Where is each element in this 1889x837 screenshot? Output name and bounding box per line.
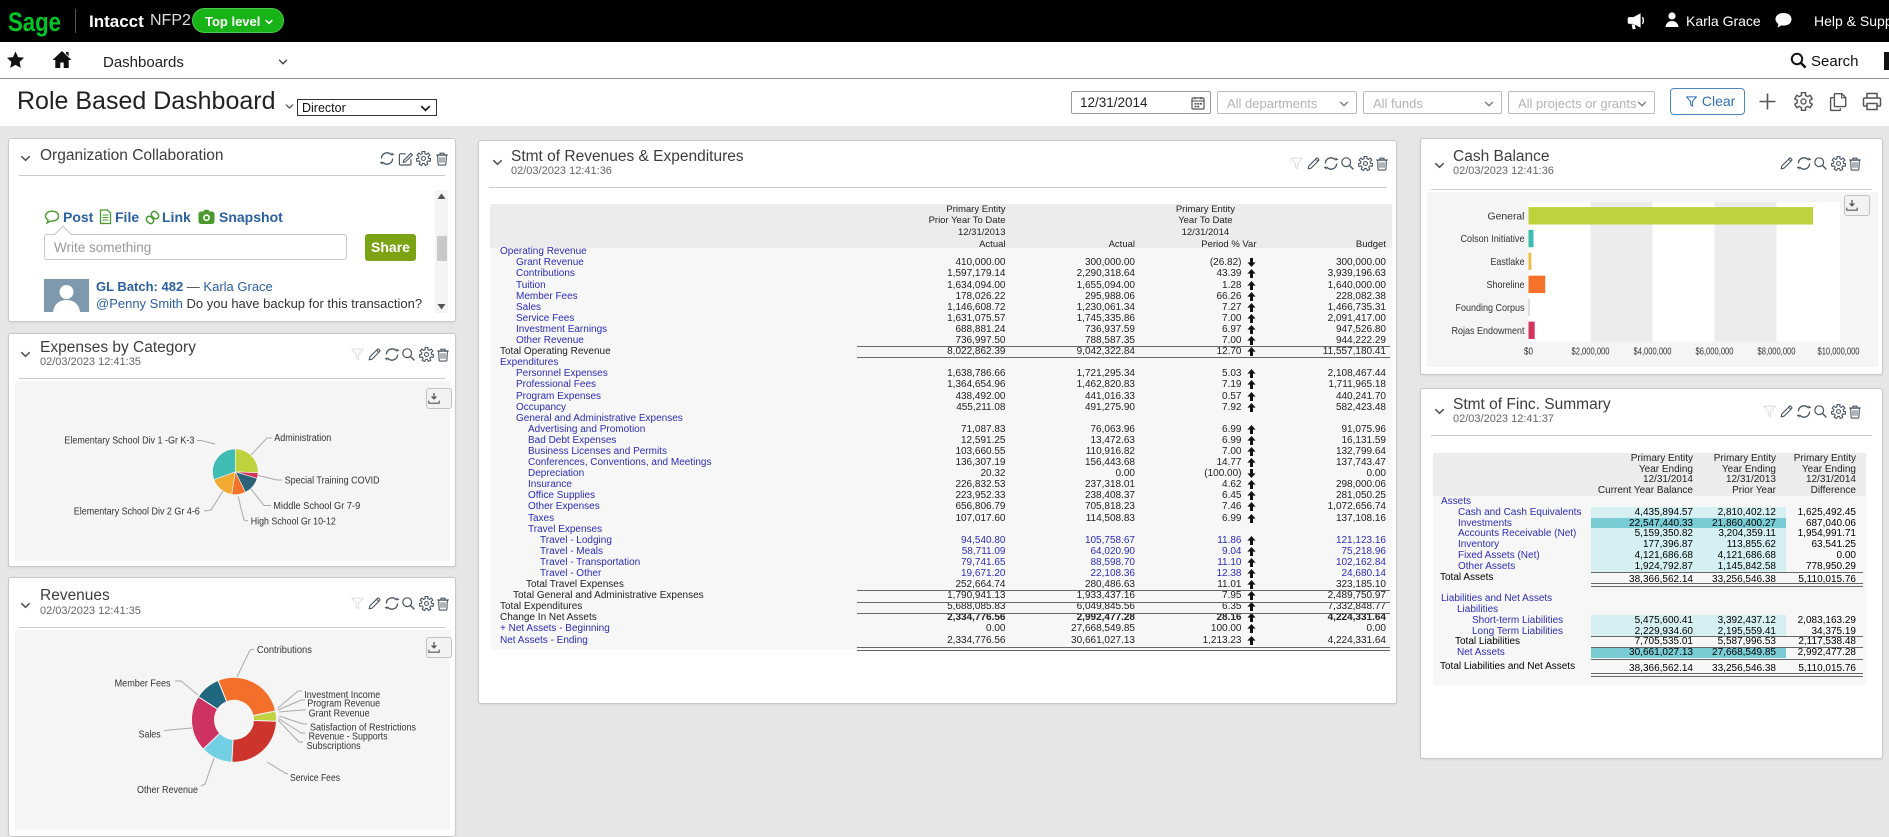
svg-text:Special Training COVID: Special Training COVID: [285, 475, 380, 487]
svg-text:Elementary School Div 2 Gr 4-6: Elementary School Div 2 Gr 4-6: [74, 506, 200, 518]
svg-text:Eastlake: Eastlake: [1491, 256, 1525, 268]
svg-text:Middle School Gr 7-9: Middle School Gr 7-9: [273, 500, 360, 512]
svg-text:Subscriptions: Subscriptions: [307, 740, 361, 752]
svg-text:Member Fees: Member Fees: [115, 678, 171, 690]
svg-text:Contributions: Contributions: [257, 644, 312, 656]
svg-text:Elementary School Div 1 -Gr K-: Elementary School Div 1 -Gr K-3: [64, 435, 194, 447]
svg-text:Other Revenue: Other Revenue: [137, 784, 198, 796]
svg-text:$8,000,000: $8,000,000: [1758, 346, 1796, 358]
svg-text:Grant Revenue: Grant Revenue: [309, 708, 370, 720]
svg-text:Investment Income: Investment Income: [304, 689, 380, 701]
svg-text:Rojas Endowment: Rojas Endowment: [1452, 325, 1525, 337]
svg-text:$10,000,000: $10,000,000: [1818, 346, 1860, 358]
svg-text:Sales: Sales: [139, 729, 161, 741]
svg-text:$2,000,000: $2,000,000: [1572, 346, 1610, 358]
svg-text:$6,000,000: $6,000,000: [1696, 346, 1734, 358]
svg-text:General: General: [1488, 210, 1525, 222]
svg-text:High School Gr 10-12: High School Gr 10-12: [251, 516, 336, 528]
svg-text:$4,000,000: $4,000,000: [1634, 346, 1672, 358]
svg-text:Program Revenue: Program Revenue: [307, 698, 380, 710]
svg-text:Administration: Administration: [274, 432, 331, 444]
svg-text:Shoreline: Shoreline: [1487, 279, 1525, 291]
svg-text:Satisfaction of Restrictions: Satisfaction of Restrictions: [310, 722, 416, 734]
svg-text:$0: $0: [1524, 346, 1533, 358]
svg-text:Service Fees: Service Fees: [290, 772, 340, 784]
svg-text:Founding Corpus: Founding Corpus: [1456, 302, 1525, 314]
svg-text:Revenue - Supports: Revenue - Supports: [309, 731, 388, 743]
svg-text:Colson Initiative: Colson Initiative: [1461, 233, 1525, 245]
svg-text:Sage: Sage: [8, 7, 61, 37]
